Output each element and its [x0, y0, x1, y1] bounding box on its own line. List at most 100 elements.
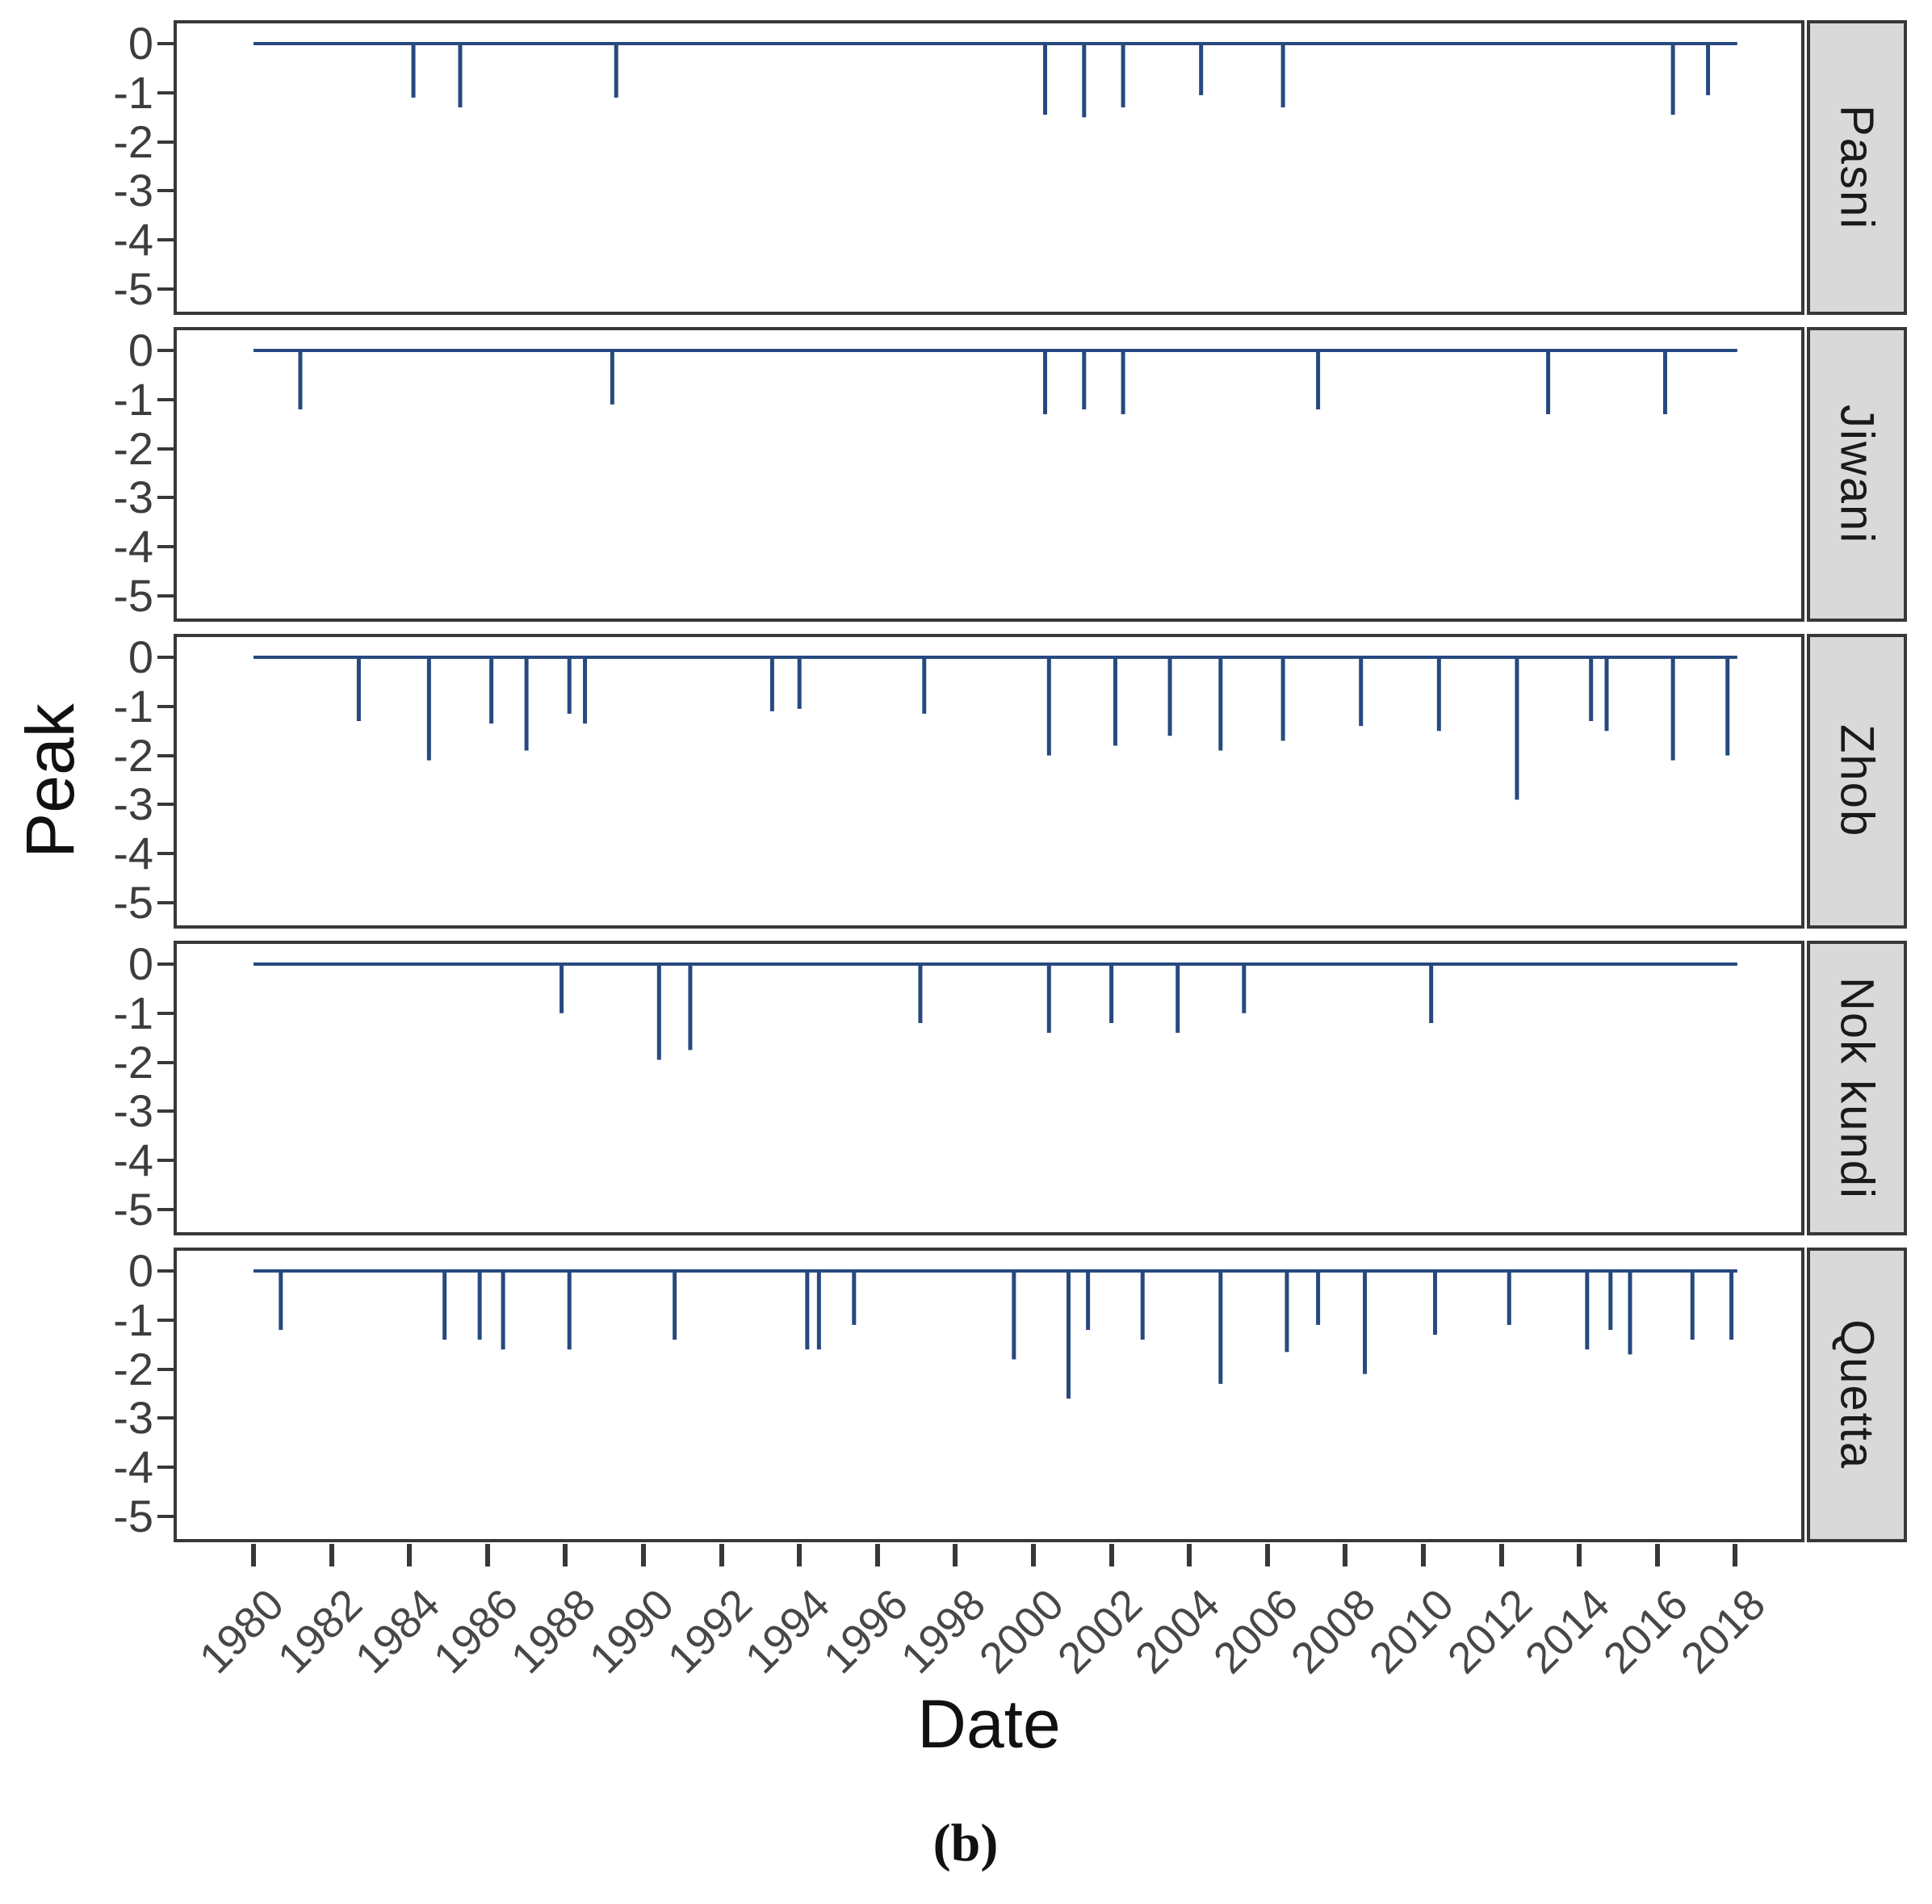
x-tick-mark: [1031, 1544, 1036, 1566]
y-tick-label: 0: [128, 938, 153, 989]
y-tick-label: -4: [113, 521, 153, 572]
x-tick-mark: [1498, 1544, 1504, 1566]
y-tick-label: -5: [113, 263, 153, 314]
panel-plot: [174, 327, 1804, 622]
facet-strip: Zhob: [1807, 634, 1907, 929]
x-tick-mark: [1577, 1544, 1582, 1566]
x-tick-mark: [1108, 1544, 1114, 1566]
y-tick-mark: [157, 189, 174, 193]
y-tick-mark: [157, 287, 174, 291]
y-tick-mark: [157, 447, 174, 451]
y-tick-mark: [157, 962, 174, 966]
y-tick-label: -2: [113, 422, 153, 474]
panel-border: [174, 634, 1804, 929]
y-tick-mark: [157, 397, 174, 401]
y-tick-label: -4: [113, 1134, 153, 1186]
y-tick-mark: [157, 545, 174, 549]
y-tick-mark: [157, 1109, 174, 1113]
x-tick-mark: [874, 1544, 880, 1566]
panel-plot: [174, 1248, 1804, 1542]
y-tick-mark: [157, 1515, 174, 1518]
x-tick-mark: [251, 1544, 256, 1566]
y-tick-mark: [157, 1416, 174, 1420]
y-tick-mark: [157, 90, 174, 94]
panel-border: [174, 941, 1804, 1235]
y-tick-label: -5: [113, 1491, 153, 1541]
y-tick-mark: [157, 238, 174, 242]
facet-strip-label: Zhob: [1830, 724, 1884, 838]
facet-strip: Quetta: [1807, 1248, 1907, 1542]
x-tick-mark: [1187, 1544, 1192, 1566]
y-tick-label: -3: [113, 472, 153, 523]
x-tick-mark: [407, 1544, 413, 1566]
x-tick-mark: [953, 1544, 958, 1566]
y-tick-mark: [157, 496, 174, 500]
y-tick-mark: [157, 594, 174, 598]
facet-strip-label: Pasni: [1830, 104, 1884, 231]
y-tick-mark: [157, 1208, 174, 1211]
panel-plot: [174, 20, 1804, 315]
panel-plot: [174, 634, 1804, 929]
y-tick-mark: [157, 1466, 174, 1470]
x-tick-mark: [329, 1544, 334, 1566]
x-tick-mark: [719, 1544, 724, 1566]
y-tick-mark: [157, 42, 174, 45]
y-tick-mark: [157, 753, 174, 757]
facet-strip: Nok kundi: [1807, 941, 1907, 1235]
y-tick-mark: [157, 1011, 174, 1015]
y-tick-label: -2: [113, 729, 153, 781]
y-tick-label: -5: [113, 877, 153, 928]
y-tick-label: -1: [113, 987, 153, 1038]
y-tick-label: -3: [113, 778, 153, 830]
x-tick-mark: [1343, 1544, 1348, 1566]
y-tick-mark: [157, 852, 174, 856]
y-tick-label: 0: [128, 18, 153, 69]
y-tick-mark: [157, 1159, 174, 1163]
y-tick-label: 0: [128, 325, 153, 375]
x-tick-mark: [1421, 1544, 1426, 1566]
y-tick-label: -1: [113, 66, 153, 118]
y-tick-label: -5: [113, 570, 153, 621]
y-tick-label: -4: [113, 828, 153, 879]
y-tick-label: -1: [113, 1294, 153, 1345]
y-tick-label: -2: [113, 115, 153, 167]
y-tick-label: -2: [113, 1343, 153, 1394]
y-tick-label: 0: [128, 631, 153, 682]
y-tick-label: -3: [113, 165, 153, 216]
y-tick-mark: [157, 901, 174, 904]
y-tick-mark: [157, 1318, 174, 1322]
facet-strip-label: Jiwani: [1830, 404, 1884, 545]
x-tick-mark: [1264, 1544, 1270, 1566]
y-tick-label: -1: [113, 680, 153, 732]
facet-strip: Jiwani: [1807, 327, 1907, 622]
x-tick-mark: [797, 1544, 803, 1566]
y-tick-label: -3: [113, 1085, 153, 1137]
y-tick-label: -5: [113, 1184, 153, 1235]
facet-panel-nok-kundi: [174, 941, 1804, 1235]
y-tick-mark: [157, 704, 174, 708]
y-tick-label: 0: [128, 1245, 153, 1296]
y-tick-label: -3: [113, 1392, 153, 1444]
y-tick-mark: [157, 1060, 174, 1064]
y-tick-mark: [157, 656, 174, 659]
x-tick-mark: [1733, 1544, 1738, 1566]
y-tick-mark: [157, 140, 174, 144]
panel-plot: [174, 941, 1804, 1235]
facet-strip-label: Nok kundi: [1830, 976, 1884, 1200]
y-tick-mark: [157, 1269, 174, 1273]
facet-panel-pasni: [174, 20, 1804, 315]
facet-panel-zhob: [174, 634, 1804, 929]
y-tick-label: -4: [113, 1441, 153, 1493]
panel-border: [174, 327, 1804, 622]
facet-strip: Pasni: [1807, 20, 1907, 315]
x-tick-mark: [484, 1544, 490, 1566]
panel-border: [174, 20, 1804, 315]
facet-panel-jiwani: [174, 327, 1804, 622]
facet-panel-quetta: [174, 1248, 1804, 1542]
y-tick-mark: [157, 1367, 174, 1371]
y-tick-label: -2: [113, 1036, 153, 1088]
y-tick-mark: [157, 803, 174, 807]
x-axis-title: Date: [917, 1686, 1061, 1762]
figure-caption: (b): [932, 1814, 999, 1873]
